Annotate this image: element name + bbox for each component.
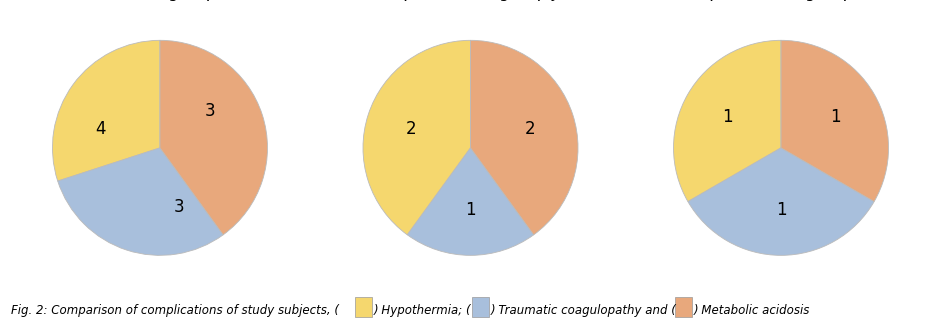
Wedge shape (57, 148, 223, 255)
Title: Experimental group J: Experimental group J (383, 0, 558, 1)
Wedge shape (470, 40, 578, 235)
Title: Experimental group M: Experimental group M (689, 0, 873, 1)
Text: 2: 2 (406, 120, 417, 137)
Bar (355, 297, 372, 317)
Wedge shape (160, 40, 267, 235)
Text: ) Metabolic acidosis: ) Metabolic acidosis (694, 304, 810, 317)
Text: 4: 4 (95, 120, 106, 137)
Text: 1: 1 (775, 201, 787, 219)
Text: 1: 1 (722, 108, 732, 126)
Text: ) Traumatic coagulopathy and (: ) Traumatic coagulopathy and ( (491, 304, 677, 317)
Text: ) Hypothermia; (: ) Hypothermia; ( (374, 304, 471, 317)
Text: 3: 3 (174, 198, 184, 216)
Wedge shape (781, 40, 888, 202)
Text: 1: 1 (465, 201, 476, 219)
Text: 1: 1 (830, 108, 840, 126)
Wedge shape (363, 40, 470, 235)
Bar (472, 297, 489, 317)
Bar (675, 297, 692, 317)
Wedge shape (53, 40, 160, 181)
Title: Control group: Control group (104, 0, 216, 1)
Text: Fig. 2: Comparison of complications of study subjects, (: Fig. 2: Comparison of complications of s… (11, 304, 340, 317)
Wedge shape (688, 148, 874, 255)
Text: 2: 2 (524, 120, 535, 137)
Wedge shape (674, 40, 781, 202)
Wedge shape (407, 148, 534, 255)
Text: 3: 3 (205, 102, 215, 120)
